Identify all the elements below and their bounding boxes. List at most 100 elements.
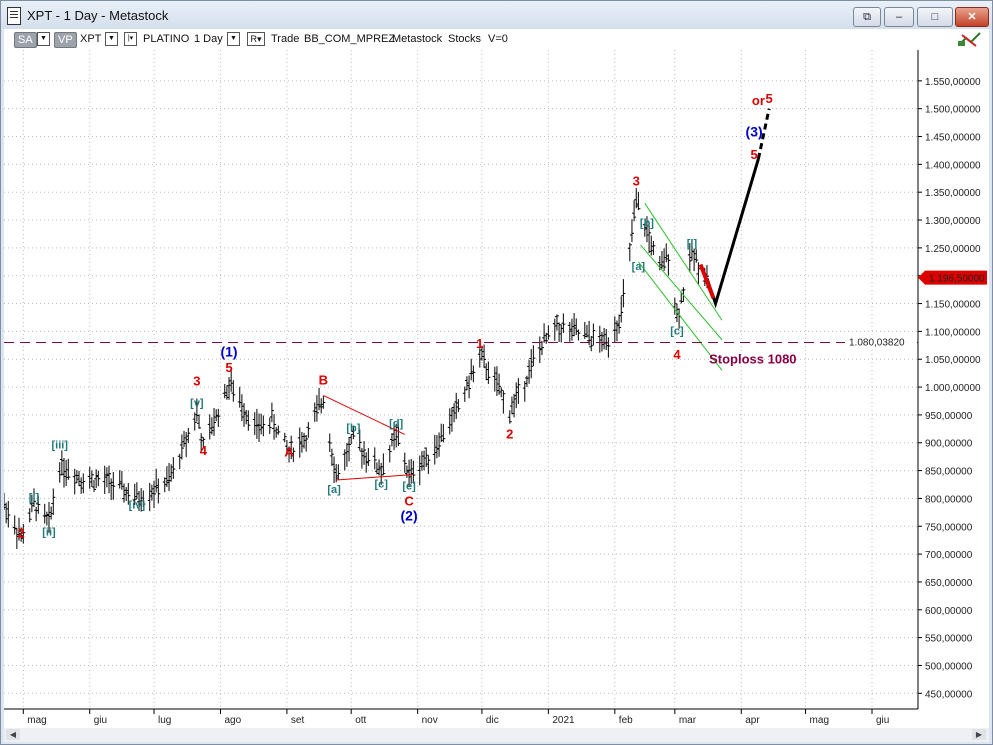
period-label: 1 Day [194,33,223,45]
ohlc-bar [87,466,92,489]
ohlc-bar [276,425,281,435]
ohlc-bar [347,436,352,462]
ohlc-bar [49,506,54,520]
ohlc-bar [672,297,677,315]
ohlc-bar [559,324,564,343]
trendline-triangle-lower [336,473,414,481]
wave-label: [iii] [51,439,68,451]
y-tick-label: 1.550,00000 [925,77,981,88]
ohlc-bar [154,468,159,493]
wave-label: [a] [327,484,341,496]
ohlc-bar [62,457,67,488]
ohlc-bar [124,486,129,502]
y-tick-label: 650,00000 [925,578,973,589]
ohlc-bar [156,478,161,504]
trade-label: Trade [271,33,300,45]
wave-label: [c] [670,326,684,338]
ohlc-bar [42,503,47,524]
trendline-channel-lower [637,261,723,371]
title-bar[interactable]: XPT - 1 Day - Metastock ⧉ – □ ✕ [1,1,992,29]
ohlc-bar [664,243,669,263]
y-tick-label: 1.100,00000 [925,327,981,338]
ohlc-bar [424,447,429,467]
minimize-button[interactable]: – [884,7,914,27]
ohlc-bar [359,447,364,469]
horizontal-scrollbar[interactable]: ◀ ▶ [4,728,989,742]
ohlc-bar [267,417,272,434]
wave-label: [d] [389,418,403,430]
ohlc-bar [529,349,534,379]
ohlc-bar [246,410,251,431]
trendline-channel-upper [644,203,723,321]
ohlc-bar [336,464,341,480]
ohlc-bar [456,399,461,412]
wave-label: [c] [374,478,388,490]
ohlc-bar [192,412,197,431]
ohlc-bar [306,422,311,438]
ohlc-bar [254,408,259,439]
ohlc-bar [494,366,499,396]
wave-label: 4 [200,443,208,458]
ohlc-bar [509,396,514,415]
wave-label: [i] [29,492,40,504]
ohlc-bar [381,453,386,476]
ohlc-bar [257,413,262,442]
wave-label: [a] [632,261,646,273]
ohlc-bar [216,408,221,427]
ohlc-bar [434,435,439,459]
ohlc-bar [222,383,227,399]
wave-label: or [752,93,765,108]
ohlc-bar [389,433,394,447]
date-axis: mag giu lug ago set ott nov dic 2021 feb mar apr mag… [4,708,918,726]
ohlc-bar [329,448,334,466]
ohlc-bar [499,387,504,398]
price-axis: 450,00000 500,00000 550,00000 600,00000 650,… [917,50,987,709]
ohlc-bar [574,318,579,336]
ohlc-bar [447,408,452,435]
y-tick-label: 600,00000 [925,606,973,617]
ohlc-bar [111,471,116,500]
trendline-channel-mid [640,244,723,341]
restore-down-button[interactable]: ⧉ [853,7,881,27]
ohlc-bar [51,488,56,515]
ohlc-bar [177,453,182,470]
symbol-dropdown-icon[interactable]: ▼ [105,32,118,46]
ohlc-bar [464,376,469,391]
period-dropdown-icon[interactable]: ▼ [227,32,240,46]
chart-canvas[interactable]: 1.080,03820 Stoploss 1080 2 [i] [ii] [iii] [i… [4,50,989,728]
r-button[interactable]: R▾ [247,32,265,46]
ohlc-bar [351,426,356,440]
ohlc-bar [627,242,632,262]
scroll-left-icon[interactable]: ◀ [6,729,20,740]
sa-button[interactable]: SA [14,32,37,48]
y-tick-label: 550,00000 [925,634,973,645]
sa-dropdown-icon[interactable]: ▼ [37,32,50,46]
price-chart[interactable]: 1.080,03820 Stoploss 1080 2 [i] [ii] [iii] [i… [4,50,989,728]
close-button[interactable]: ✕ [955,7,989,27]
type-label: Stocks [448,33,482,45]
ohlc-bar [411,460,416,484]
ohlc-bar [231,380,236,402]
vp-button[interactable]: VP [54,32,77,48]
ohlc-bar [647,225,652,254]
x-tick-label: giu [94,715,107,726]
trendline-current-wave [698,263,716,299]
ohlc-bar [252,412,257,435]
ohlc-bar [152,480,157,509]
document-icon [7,7,21,25]
x-tick-label: lug [158,715,171,726]
ohlc-bar [109,478,114,501]
ohlc-bar [402,452,407,473]
maximize-button[interactable]: □ [917,7,953,27]
y-tick-label: 1.450,00000 [925,133,981,144]
ohlc-bar [544,332,549,344]
trendlines: 1.080,03820 Stoploss 1080 [4,108,918,481]
chart-tool-icon[interactable] [956,29,984,49]
x-tick-label: apr [745,715,760,726]
scroll-right-icon[interactable]: ▶ [972,729,986,740]
ohlc-bar [501,390,506,414]
symbol-search-icon[interactable]: |▾ [124,32,137,46]
ohlc-bar [524,375,529,387]
ohlc-bar [599,331,604,352]
last-price-label: 1.196,50000 [929,274,985,285]
